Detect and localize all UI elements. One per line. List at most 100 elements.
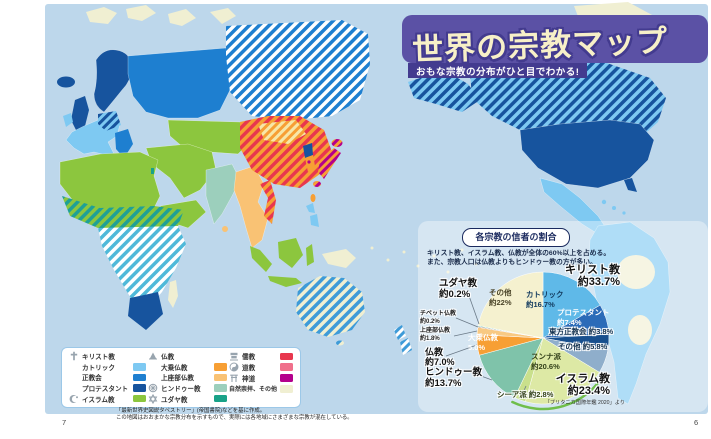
central-africa-region — [98, 226, 186, 308]
india-region — [205, 163, 241, 225]
pie-label-shia: シーア派 約2.8% — [497, 390, 553, 400]
pie-label-line: シーア派 約2.8% — [497, 390, 554, 399]
pie-label-buddhism-total: 仏教 約7.0% — [425, 347, 455, 367]
legend-item-label: 正教会 — [82, 375, 102, 383]
page-title: 世界の宗教マップ — [411, 23, 669, 68]
legend-color-swatch — [213, 394, 227, 403]
legend-color-swatch — [280, 363, 293, 371]
south-africa-region — [128, 292, 163, 330]
pie-label-line: ユダヤ教 — [439, 278, 478, 289]
arctic-island-region — [86, 7, 117, 24]
wheel-icon — [148, 383, 158, 393]
australia-region — [296, 276, 365, 337]
siberia-region — [226, 20, 370, 120]
pie-label-line: その他 約5.8% — [558, 342, 608, 351]
pie-label-line: イスラム教 — [555, 373, 610, 385]
legend-item-nature-other: 自然崇拝、その他 — [229, 383, 293, 394]
pie-label-line: スンナ派 — [531, 352, 561, 361]
new-guinea-region — [322, 249, 356, 268]
philippines-region — [306, 203, 315, 213]
north-korea-region — [303, 143, 313, 158]
pie-label-line: 約1.8% — [420, 335, 440, 342]
map-note: 「最新世界史図説タペストリー」(帝国書院)などを基に作成。 この地図はおおまかな… — [116, 408, 353, 421]
pie-label-line: 約0.2% — [420, 318, 440, 325]
legend-item-label: プロテスタント — [82, 386, 129, 394]
iceland-region — [57, 76, 75, 88]
sahel-region — [62, 196, 184, 230]
arctic-island-region — [126, 5, 156, 21]
legend-item-buddhism: 仏教 — [148, 351, 227, 362]
new-zealand-region — [400, 338, 412, 355]
pie-label-line: 大乗仏教 — [468, 333, 498, 342]
legend-item-label: 神道 — [241, 375, 256, 383]
chart-description: キリスト教、イスラム教、仏教が全体の60%以上を占める。 また、宗教人口は仏教よ… — [427, 249, 610, 267]
legend-item-label: キリスト教 — [82, 354, 115, 362]
torii-icon — [229, 373, 239, 383]
central-asia-region — [167, 119, 251, 155]
legend-color-swatch — [133, 394, 147, 403]
subtitle-bar: おもな宗教の分布がひと目でわかる! — [408, 63, 588, 78]
page-number-left: 7 — [62, 418, 67, 427]
pie-label-line: 約7.0% — [425, 357, 455, 367]
sumatra-region — [250, 246, 272, 272]
caspian-sea — [189, 131, 203, 153]
legend-item-protestant: プロテスタント — [69, 383, 147, 394]
sri-lanka-region — [222, 226, 228, 232]
legend-item-orthodox: 正教会 — [69, 372, 147, 383]
florida-region — [624, 178, 637, 192]
pie-label-line: 約33.7% — [577, 276, 620, 288]
subtitle-text: おもな宗教の分布がひと目でわかる! — [416, 66, 580, 78]
java-region — [268, 276, 302, 287]
legend-item-label: カトリック — [82, 364, 115, 372]
pie-label-judaism-total: ユダヤ教 約0.2% — [439, 278, 477, 300]
chart-description-line: また、宗教人口は仏教よりもヒンドゥー教の方が多い。 — [427, 259, 597, 266]
horn-of-africa-region — [159, 199, 207, 229]
pie-label-hindu-total: ヒンドゥー教 約13.7% — [425, 367, 482, 389]
pie-label-line: キリスト教 — [565, 264, 620, 276]
eastern-europe-region — [98, 111, 121, 131]
western-europe-region — [65, 115, 121, 167]
pie-label-theravada: 上座部仏教 約1.8% — [420, 328, 450, 343]
pie-label-islam-total: イスラム教 約23.4% — [556, 373, 610, 397]
caribbean-region — [601, 199, 607, 205]
legend-color-swatch — [133, 384, 147, 392]
legend-item-theravada: 上座部仏教 — [148, 372, 227, 383]
pie-label-line: その他 — [489, 288, 512, 297]
pie-label-line: 約22% — [489, 297, 512, 307]
legend-item-islam: イスラム教 — [69, 393, 147, 404]
legend-item-taoism: 道教 — [229, 362, 293, 373]
north-africa-region — [59, 151, 161, 213]
pie-label-line: 約0.2% — [439, 289, 471, 300]
philippines-region — [310, 214, 319, 227]
map-legend: キリスト教 カトリック 正教会 プロテスタント イスラム教 仏教 大乗仏教 上座部仏教 ヒンドゥ… — [61, 347, 301, 408]
borneo-region — [278, 238, 303, 268]
map-note-line: 「最新世界史図説タペストリー」(帝国書院)などを基に作成。 — [116, 408, 266, 414]
legend-item-shinto: 神道 — [229, 373, 293, 384]
legend-color-swatch — [213, 373, 227, 382]
legend-item-label: 上座部仏教 — [161, 375, 195, 383]
pie-label-line: プロテスタント — [557, 308, 610, 317]
legend-item-label: イスラム教 — [82, 396, 115, 404]
page-number-right: 6 — [694, 418, 699, 427]
legend-item-confucianism: 儒教 — [229, 351, 293, 362]
legend-item-mahayana: 大乗仏教 — [148, 362, 227, 373]
middle-east-region — [145, 143, 217, 199]
legend-item-label: ユダヤ教 — [161, 396, 188, 404]
pie-label-line: 約7.4% — [557, 317, 582, 327]
pie-label-line: 約16.7% — [526, 299, 555, 309]
legend-color-swatch — [280, 352, 293, 361]
pie-label-line: 5.0% — [468, 342, 486, 352]
star-of-david-icon — [148, 393, 158, 404]
legend-item-judaism: ユダヤ教 — [148, 393, 227, 404]
legend-item-label: 儒教 — [241, 354, 256, 362]
pie-label-line: チベット仏教 — [420, 311, 457, 317]
taiwan-region — [310, 194, 316, 202]
legend-item-catholic: カトリック — [69, 362, 147, 373]
pie-label-tibetan: チベット仏教 約0.2% — [420, 311, 456, 326]
korea-shinto-dot — [307, 160, 311, 164]
caribbean-region — [622, 211, 626, 215]
title-banner — [402, 15, 708, 63]
china-region — [240, 116, 332, 188]
pie-label-line: 約20.6% — [531, 361, 560, 371]
